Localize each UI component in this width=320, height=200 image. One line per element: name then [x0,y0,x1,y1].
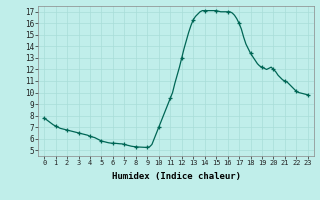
X-axis label: Humidex (Indice chaleur): Humidex (Indice chaleur) [111,172,241,181]
